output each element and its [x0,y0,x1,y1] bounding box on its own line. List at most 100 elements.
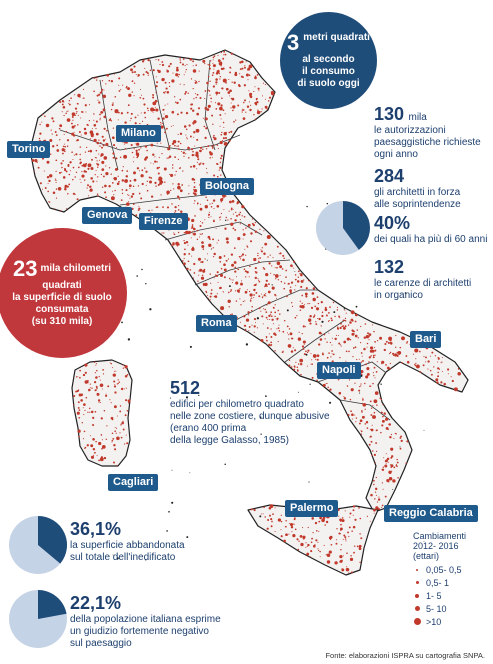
land-change-dot [135,74,137,76]
land-change-dot [231,97,235,101]
land-change-dot [185,128,188,131]
land-change-dot [159,63,161,66]
land-change-dot [125,387,127,389]
land-change-dot [418,350,421,353]
land-change-dot [364,423,367,425]
land-change-dot [47,190,50,193]
land-change-dot [132,192,135,196]
land-change-dot [131,71,134,74]
land-change-dot [45,123,50,128]
stat-line-2: nelle zone costiere, dunque abusive [170,411,330,422]
land-change-dot [225,216,227,219]
land-change-dot [194,154,196,156]
land-change-dot [156,161,158,163]
land-change-dot [183,262,186,266]
land-change-dot [202,117,204,119]
land-change-dot [199,225,202,227]
land-change-dot [195,64,198,67]
land-change-dot [190,103,193,106]
land-change-dot [239,223,241,225]
land-change-dot [256,327,258,329]
land-change-dot [43,170,45,172]
land-change-dot [415,358,417,360]
land-change-dot [179,167,182,169]
land-change-dot [256,110,261,115]
land-change-dot [261,315,264,318]
land-change-dot [437,361,439,363]
land-change-dot [229,200,232,204]
land-change-dot [253,297,255,299]
land-change-dot [254,118,257,120]
land-change-dot [339,356,341,359]
land-change-dot [266,285,268,287]
land-change-dot [158,156,160,159]
land-change-dot [196,229,199,232]
land-change-dot [213,55,216,57]
land-change-dot [222,291,224,293]
land-change-dot [96,180,98,182]
land-change-dot [170,189,172,192]
land-change-dot [305,542,307,544]
land-change-dot [324,338,326,340]
land-change-dot [327,320,330,322]
island-speck [259,416,262,418]
land-change-dot [235,119,237,121]
land-change-dot [64,184,68,188]
land-change-dot [243,315,246,317]
land-change-dot [373,330,375,333]
land-change-dot [221,87,223,89]
land-change-dot [358,544,362,548]
land-change-dot [99,113,101,116]
land-change-dot [249,265,251,268]
land-change-dot [230,107,232,109]
land-change-dot [246,319,248,321]
land-change-dot [130,195,134,198]
land-change-dot [86,184,90,187]
land-change-dot [66,118,71,122]
land-change-dot [313,314,316,316]
land-change-dot [264,308,266,311]
land-change-dot [373,399,378,404]
land-change-dot [219,140,223,145]
land-change-dot [162,117,165,120]
land-change-dot [227,91,231,94]
land-change-dot [195,96,197,99]
island-speck [343,308,345,310]
stat-number: 512 [170,378,201,398]
land-change-dot [270,343,273,346]
land-change-dot [172,242,175,245]
land-change-dot [206,294,208,296]
land-change-dot [95,385,98,388]
land-change-dot [116,415,118,417]
land-change-dot [301,332,303,335]
land-change-dot [163,91,165,94]
land-change-dot [79,146,82,148]
land-change-dot [251,306,253,308]
land-change-dot [239,73,241,75]
land-change-dot [339,533,341,535]
land-change-dot [207,145,210,148]
land-change-dot [349,319,351,321]
land-change-dot [375,371,378,373]
land-change-dot [362,397,364,399]
stat-line-1: le carenze di architetti [374,278,472,289]
land-change-dot [372,415,376,419]
land-change-dot [261,108,263,110]
land-change-dot [192,188,195,191]
land-change-dot [436,381,439,384]
land-change-dot [118,111,120,114]
land-change-dot [82,88,85,91]
land-change-dot [225,87,229,91]
land-change-dot [122,166,124,168]
land-change-dot [216,162,218,165]
land-change-dot [212,255,215,258]
land-change-dot [126,111,129,114]
legend-item: >10 [413,615,493,628]
land-change-dot [255,103,258,106]
land-change-dot [301,302,303,304]
land-change-dot [243,101,245,104]
land-change-dot [213,134,215,137]
land-change-dot [266,339,268,342]
land-change-dot [289,523,294,527]
land-change-dot [329,539,332,541]
